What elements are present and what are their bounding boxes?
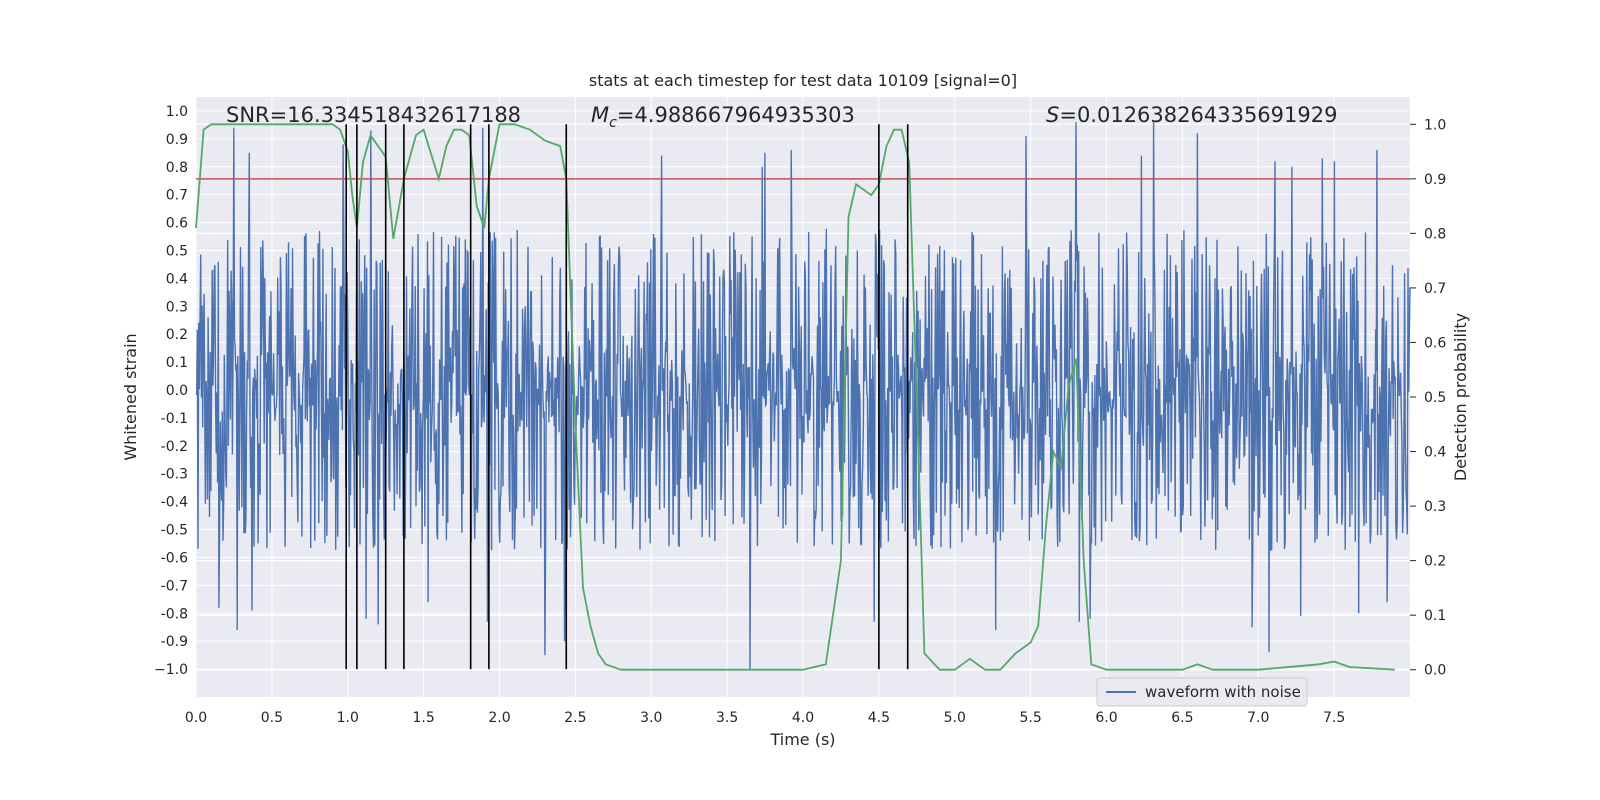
legend-label: waveform with noise — [1145, 683, 1301, 701]
y-right-tick-label: 0.2 — [1424, 554, 1446, 570]
y-left-tick-label: 0.7 — [166, 188, 188, 204]
y-left-tick-label: -0.5 — [161, 523, 188, 539]
x-axis-label: Time (s) — [769, 730, 835, 749]
y-left-tick-label: 0.5 — [166, 243, 188, 259]
x-tick-label: 5.0 — [944, 710, 966, 726]
y-left-tick-label: -0.9 — [161, 634, 188, 650]
statistic-symbol: S — [1046, 103, 1059, 127]
y-left-axis-label: Whitened strain — [121, 333, 140, 460]
legend-box — [1096, 677, 1308, 707]
snr-annotation: SNR=16.334518432617188 — [226, 103, 521, 127]
x-tick-layer: 0.0 0.5 1.0 1.5 2.0 2.5 3.0 3.5 4.0 4.5 5.0 5.5 6.0 6… — [185, 710, 1345, 726]
probability-series — [195, 123, 1395, 671]
x-tick-label: 4.5 — [868, 710, 890, 726]
y-left-tick-label: -0.7 — [161, 578, 188, 594]
y-left-tick-label: 0.9 — [166, 132, 188, 148]
detection-marker-layer — [345, 124, 909, 670]
y-right-tick-label: 0.7 — [1424, 281, 1446, 297]
y-left-tick-label: 0.2 — [166, 327, 188, 343]
y-right-tick-label: 0.3 — [1424, 499, 1446, 515]
x-tick-label: 1.0 — [337, 710, 359, 726]
y-right-tick-label: 0.0 — [1424, 663, 1446, 679]
x-tick-label: 3.5 — [716, 710, 738, 726]
y-left-tick-label: 1.0 — [166, 104, 188, 120]
x-tick-label: 4.0 — [792, 710, 814, 726]
x-tick-label: 2.0 — [488, 710, 510, 726]
x-tick-label: 1.5 — [412, 710, 434, 726]
x-tick-label: 5.5 — [1019, 710, 1041, 726]
y-left-tick-label: −1.0 — [154, 662, 188, 678]
y-left-tick-label: -0.6 — [161, 550, 188, 566]
y-left-tick-label: -0.8 — [161, 606, 188, 622]
statistic-annotation: S=0.012638264335691929 — [1046, 103, 1337, 127]
y-right-tick-layer: 1.0 0.9 0.8 0.7 0.6 0.5 0.4 0.3 0.2 0.1 0.0 — [1410, 117, 1446, 679]
x-tick-label: 2.5 — [564, 710, 586, 726]
probability-line — [195, 123, 1395, 671]
y-right-tick-label: 0.8 — [1424, 226, 1446, 242]
x-tick-label: 7.0 — [1247, 710, 1269, 726]
waveform-line — [195, 122, 1411, 670]
statistic-value: =0.012638264335691929 — [1059, 103, 1337, 127]
y-left-tick-label: 0.4 — [166, 271, 188, 287]
y-right-axis-label: Detection probability — [1451, 313, 1470, 481]
y-right-tick-label: 1.0 — [1424, 117, 1446, 133]
y-left-tick-label: 0.6 — [166, 216, 188, 232]
y-left-tick-layer: 1.0 0.9 0.8 0.7 0.6 0.5 0.4 0.3 0.2 0.1 0.0 -0.1 -0.… — [154, 104, 188, 678]
y-left-tick-label: 0.1 — [166, 355, 188, 371]
chirp-mass-annotation: Mc=4.988667964935303 — [591, 103, 855, 131]
x-tick-label: 0.0 — [185, 710, 207, 726]
y-left-tick-label: 0.8 — [166, 160, 188, 176]
x-tick-label: 6.0 — [1095, 710, 1117, 726]
y-left-tick-label: -0.1 — [161, 411, 188, 427]
chirp-mass-subscript: c — [609, 115, 617, 131]
y-left-tick-label: -0.3 — [161, 467, 188, 483]
y-left-tick-label: 0.0 — [166, 383, 188, 399]
x-tick-label: 6.5 — [1171, 710, 1193, 726]
chirp-mass-value: =4.988667964935303 — [617, 103, 855, 127]
x-tick-label: 0.5 — [261, 710, 283, 726]
x-tick-label: 3.0 — [640, 710, 662, 726]
y-right-tick-label: 0.1 — [1424, 608, 1446, 624]
y-left-tick-label: -0.2 — [161, 439, 188, 455]
y-right-tick-label: 0.4 — [1424, 445, 1446, 461]
y-right-tick-label: 0.6 — [1424, 335, 1446, 351]
y-right-tick-label: 0.5 — [1424, 390, 1446, 406]
chart-title: stats at each timestep for test data 101… — [589, 71, 1017, 90]
x-tick-label: 7.5 — [1323, 710, 1345, 726]
legend: waveform with noise — [1096, 677, 1308, 707]
y-left-tick-label: -0.4 — [161, 495, 188, 511]
y-right-tick-label: 0.9 — [1424, 172, 1446, 188]
y-left-tick-label: 0.3 — [166, 299, 188, 315]
waveform-series — [195, 122, 1411, 670]
chirp-mass-symbol: M — [591, 103, 609, 127]
